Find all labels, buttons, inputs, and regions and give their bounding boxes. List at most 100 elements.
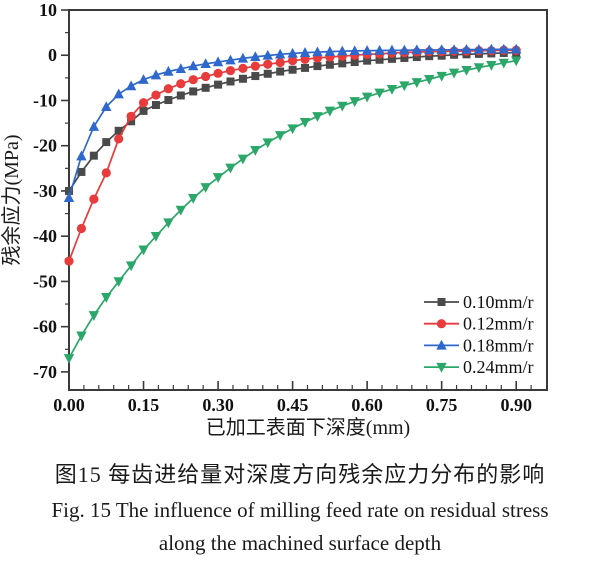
x-tick-label: 0.60 bbox=[351, 395, 383, 415]
series-marker-0.24mm/r bbox=[150, 231, 162, 242]
series-marker-0.12mm/r bbox=[176, 79, 186, 89]
series-marker-0.18mm/r bbox=[498, 43, 509, 54]
series-marker-0.18mm/r bbox=[250, 51, 261, 62]
y-tick-label: -60 bbox=[33, 317, 57, 337]
series-marker-0.24mm/r bbox=[374, 88, 385, 99]
legend: 0.10mm/r0.12mm/r0.18mm/r0.24mm/r bbox=[424, 292, 534, 377]
series-marker-0.18mm/r bbox=[63, 192, 75, 202]
x-tick-label: 0.30 bbox=[202, 395, 234, 415]
series-marker-0.12mm/r bbox=[250, 61, 260, 71]
series-marker-0.10mm/r bbox=[65, 186, 73, 195]
series-marker-0.24mm/r bbox=[461, 65, 472, 76]
series-marker-0.24mm/r bbox=[337, 101, 348, 112]
series-marker-0.18mm/r bbox=[287, 47, 298, 58]
series-marker-0.12mm/r bbox=[213, 68, 223, 78]
series-marker-0.24mm/r bbox=[188, 193, 199, 204]
series-marker-0.24mm/r bbox=[262, 138, 273, 149]
series-marker-0.10mm/r bbox=[350, 58, 359, 67]
series-marker-0.18mm/r bbox=[150, 69, 162, 80]
series-marker-0.24mm/r bbox=[448, 68, 460, 79]
series-marker-0.24mm/r bbox=[399, 81, 410, 92]
caption-english-line2: along the machined surface depth bbox=[158, 531, 442, 555]
series-marker-0.12mm/r bbox=[126, 111, 136, 121]
series-marker-0.10mm/r bbox=[102, 138, 111, 147]
figure-captions: 图15 每齿进给量对深度方向残余应力分布的影响 Fig. 15 The infl… bbox=[0, 457, 600, 556]
series-marker-0.24mm/r bbox=[349, 97, 360, 107]
series-marker-0.12mm/r bbox=[263, 59, 273, 69]
series-marker-0.12mm/r bbox=[238, 63, 248, 73]
series-marker-0.10mm/r bbox=[151, 101, 160, 109]
series-marker-0.18mm/r bbox=[237, 52, 249, 63]
series-marker-0.18mm/r bbox=[138, 74, 149, 84]
series-marker-0.18mm/r bbox=[88, 121, 100, 131]
series-marker-0.24mm/r bbox=[138, 245, 149, 256]
series-marker-0.18mm/r bbox=[299, 47, 311, 57]
series-marker-0.10mm/r bbox=[412, 53, 421, 62]
series-marker-0.18mm/r bbox=[163, 65, 174, 76]
series-marker-0.24mm/r bbox=[312, 112, 323, 122]
series-marker-0.12mm/r bbox=[163, 84, 173, 94]
series-marker-0.18mm/r bbox=[312, 46, 323, 57]
series-marker-0.24mm/r bbox=[274, 131, 286, 141]
series-marker-0.10mm/r bbox=[375, 55, 384, 64]
series-marker-0.12mm/r bbox=[225, 66, 236, 76]
series-marker-0.24mm/r bbox=[473, 63, 485, 74]
series-marker-0.12mm/r bbox=[101, 168, 111, 178]
series-marker-0.18mm/r bbox=[212, 56, 224, 67]
series-marker-0.10mm/r bbox=[338, 59, 347, 68]
x-tick-label: 0.90 bbox=[500, 395, 532, 415]
series-marker-0.12mm/r bbox=[151, 90, 161, 100]
y-tick-label: -20 bbox=[33, 136, 57, 156]
series-marker-0.18mm/r bbox=[262, 49, 273, 60]
series-marker-0.12mm/r bbox=[287, 56, 298, 66]
series-marker-0.24mm/r bbox=[498, 58, 509, 69]
series-marker-0.24mm/r bbox=[424, 75, 435, 85]
series-marker-0.10mm/r bbox=[363, 56, 372, 65]
legend-label-0.12mm/r: 0.12mm/r bbox=[463, 314, 534, 334]
x-tick-label: 0.00 bbox=[53, 395, 85, 415]
series-marker-0.10mm/r bbox=[251, 72, 260, 81]
y-tick-label: 10 bbox=[39, 0, 57, 20]
series-marker-0.10mm/r bbox=[189, 87, 198, 96]
series-marker-0.18mm/r bbox=[188, 60, 199, 71]
series-marker-0.24mm/r bbox=[486, 60, 497, 71]
series-marker-0.18mm/r bbox=[337, 45, 348, 56]
series-marker-0.18mm/r bbox=[374, 44, 385, 55]
series-marker-0.24mm/r bbox=[225, 163, 236, 174]
series-marker-0.24mm/r bbox=[101, 293, 112, 303]
series-marker-0.10mm/r bbox=[226, 77, 235, 86]
series-marker-0.10mm/r bbox=[263, 69, 272, 78]
series-marker-0.24mm/r bbox=[212, 173, 224, 183]
legend-marker-0.24mm/r bbox=[436, 362, 447, 373]
x-tick-label: 0.75 bbox=[426, 395, 458, 415]
series-marker-0.18mm/r bbox=[324, 46, 336, 56]
series-marker-0.10mm/r bbox=[325, 60, 334, 69]
series-marker-0.24mm/r bbox=[411, 78, 423, 88]
series-marker-0.24mm/r bbox=[299, 117, 311, 128]
x-axis-title: 已加工表面下深度(mm) bbox=[206, 416, 410, 439]
series-marker-0.24mm/r bbox=[250, 146, 261, 156]
series-marker-0.18mm/r bbox=[473, 43, 485, 54]
series-marker-0.10mm/r bbox=[313, 62, 322, 71]
caption-english-line1: Fig. 15 The influence of milling feed ra… bbox=[51, 498, 549, 522]
series-marker-0.10mm/r bbox=[276, 67, 285, 76]
series-marker-0.24mm/r bbox=[237, 154, 249, 165]
series-marker-0.12mm/r bbox=[64, 256, 74, 266]
series-marker-0.24mm/r bbox=[76, 331, 87, 342]
x-tick-label: 0.15 bbox=[128, 395, 160, 415]
series-marker-0.24mm/r bbox=[287, 124, 298, 135]
series-marker-0.24mm/r bbox=[163, 218, 174, 229]
series-marker-0.24mm/r bbox=[361, 92, 373, 103]
series-marker-0.18mm/r bbox=[349, 45, 360, 56]
series-marker-0.10mm/r bbox=[89, 151, 98, 160]
residual-stress-chart: 0.00 0.15 0.30 0.45 0.60 0.75 0.90 10 0 -10 -20 -30… bbox=[0, 0, 548, 439]
series-marker-0.18mm/r bbox=[411, 44, 423, 55]
series-marker-0.18mm/r bbox=[436, 44, 447, 55]
series-marker-0.18mm/r bbox=[510, 43, 522, 54]
series-marker-0.12mm/r bbox=[300, 54, 310, 64]
series-marker-0.10mm/r bbox=[400, 53, 409, 62]
y-tick-label: 0 bbox=[48, 45, 57, 65]
series-marker-0.10mm/r bbox=[387, 54, 396, 63]
legend-marker-0.12mm/r bbox=[436, 319, 447, 329]
series-marker-0.24mm/r bbox=[324, 106, 336, 117]
